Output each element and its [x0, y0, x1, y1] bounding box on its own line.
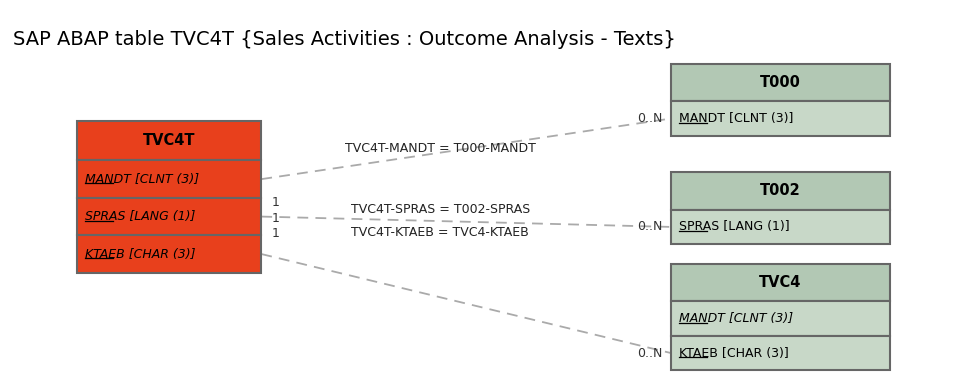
Text: MANDT [CLNT (3)]: MANDT [CLNT (3)]: [85, 173, 200, 185]
Bar: [77, 235, 262, 273]
Text: TVC4T-KTAEB = TVC4-KTAEB: TVC4T-KTAEB = TVC4-KTAEB: [351, 226, 529, 239]
Text: TVC4T: TVC4T: [143, 133, 196, 148]
Text: TVC4: TVC4: [759, 275, 802, 290]
Text: SPRAS [LANG (1)]: SPRAS [LANG (1)]: [678, 221, 789, 233]
Bar: [671, 172, 890, 210]
Bar: [77, 121, 262, 161]
Bar: [671, 336, 890, 370]
Bar: [671, 264, 890, 301]
Bar: [671, 210, 890, 244]
Bar: [77, 198, 262, 235]
Text: 1: 1: [271, 196, 279, 209]
Text: KTAEB [CHAR (3)]: KTAEB [CHAR (3)]: [85, 248, 196, 261]
Bar: [671, 101, 890, 136]
Text: T000: T000: [759, 75, 801, 90]
Bar: [671, 301, 890, 336]
Text: 1: 1: [271, 227, 279, 240]
Bar: [671, 64, 890, 101]
Text: TVC4T-MANDT = T000-MANDT: TVC4T-MANDT = T000-MANDT: [345, 142, 536, 155]
Text: 1: 1: [271, 212, 279, 225]
Text: MANDT [CLNT (3)]: MANDT [CLNT (3)]: [678, 312, 793, 325]
Text: SPRAS [LANG (1)]: SPRAS [LANG (1)]: [85, 210, 196, 223]
Text: 0..N: 0..N: [638, 112, 663, 125]
Text: 0..N: 0..N: [638, 221, 663, 233]
Text: TVC4T-SPRAS = T002-SPRAS: TVC4T-SPRAS = T002-SPRAS: [350, 203, 530, 216]
Text: MANDT [CLNT (3)]: MANDT [CLNT (3)]: [678, 112, 793, 125]
Text: 0..N: 0..N: [638, 346, 663, 360]
Text: SAP ABAP table TVC4T {Sales Activities : Outcome Analysis - Texts}: SAP ABAP table TVC4T {Sales Activities :…: [13, 31, 675, 49]
Bar: [77, 161, 262, 198]
Text: KTAEB [CHAR (3)]: KTAEB [CHAR (3)]: [678, 346, 788, 360]
Text: T002: T002: [759, 184, 801, 198]
